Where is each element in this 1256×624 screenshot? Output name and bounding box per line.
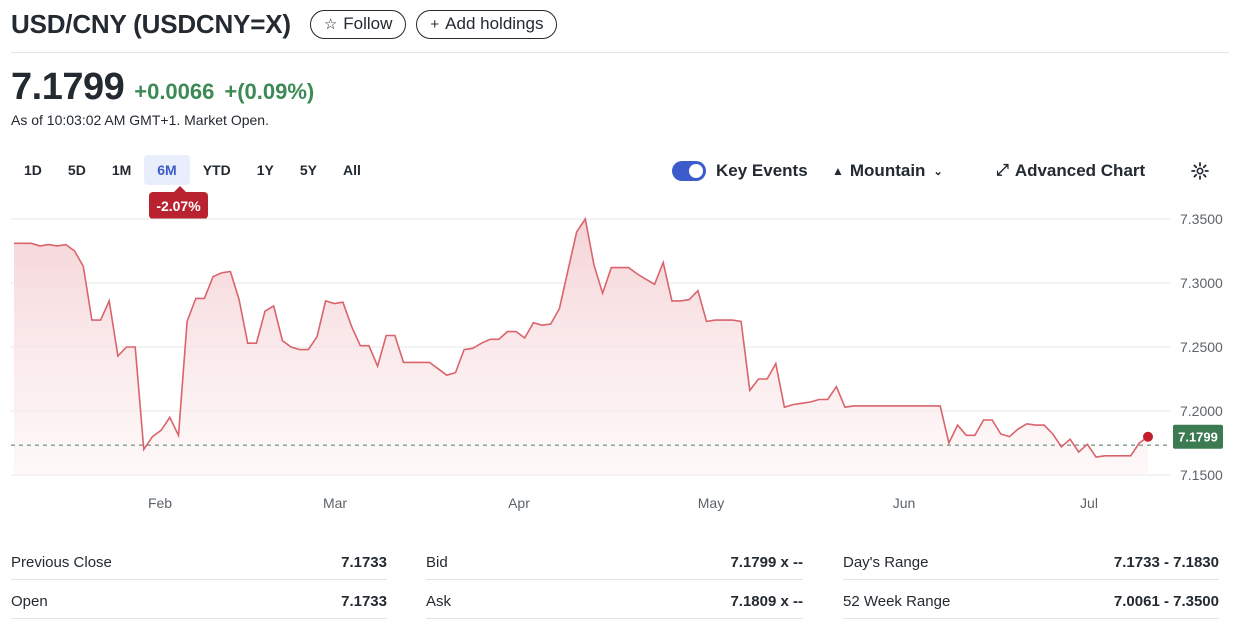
quote-summary: 7.1799 +0.0066 +(0.09%) [11, 66, 314, 109]
range-change-badge: -2.07% [149, 186, 208, 219]
price-change: +0.0066 [134, 79, 215, 104]
header-divider [11, 52, 1229, 53]
stat-days-range: Day's Range 7.1733 - 7.1830 [843, 553, 1219, 571]
add-holdings-button[interactable]: + Add holdings [416, 9, 558, 39]
stat-bid: Bid 7.1799 x -- [426, 553, 803, 571]
plus-icon: + [430, 15, 440, 33]
x-tick-label: Apr [508, 495, 530, 511]
last-price-dot [1143, 431, 1153, 442]
x-tick-label: May [698, 495, 724, 511]
range-5d[interactable]: 5D [67, 162, 86, 178]
quote-header: USD/CNY (USDCNY=X) ☆ Follow + Add holdin… [11, 6, 567, 42]
chart-type-label: Mountain [849, 161, 926, 180]
range-1d[interactable]: 1D [24, 162, 42, 178]
x-tick-label: Jun [893, 495, 916, 511]
stat-previous-close: Previous Close 7.1733 [11, 553, 387, 571]
range-selector: 1D 5D 1M 6M YTD 1Y 5Y All [11, 155, 374, 185]
current-price: 7.1799 [11, 66, 125, 108]
x-tick-label: Jul [1080, 495, 1098, 511]
expand-icon: ⤢ [996, 162, 1009, 179]
key-events-label: Key Events [716, 161, 808, 180]
follow-button[interactable]: ☆ Follow [309, 9, 407, 39]
range-all[interactable]: All [342, 162, 361, 178]
stat-52-week-range: 52 Week Range 7.0061 - 7.3500 [843, 592, 1219, 610]
chart-line [14, 216, 1149, 458]
y-tick-label: 7.2000 [1180, 403, 1223, 419]
y-tick-label: 7.2500 [1180, 339, 1223, 355]
mountain-icon: ▲ [832, 164, 844, 178]
chevron-down-icon: ⌄ [933, 165, 943, 178]
stat-ask: Ask 7.1809 x -- [426, 592, 803, 610]
star-icon: ☆ [323, 16, 338, 33]
y-tick-label: 7.3000 [1180, 275, 1223, 291]
current-price-tag: 7.1799 [1173, 424, 1223, 449]
settings-button[interactable] [1190, 156, 1210, 186]
stat-open: Open 7.1733 [11, 592, 387, 610]
market-status: As of 10:03:02 AM GMT+1. Market Open. [11, 112, 269, 128]
range-ytd[interactable]: YTD [202, 162, 231, 178]
follow-label: Follow [343, 14, 393, 33]
advanced-chart-label: Advanced Chart [1014, 161, 1146, 180]
toggle-switch[interactable] [672, 161, 706, 181]
range-1y[interactable]: 1Y [256, 162, 274, 178]
price-chart[interactable]: 7.3500 7.3000 7.2500 7.2000 7.1500 Feb Mar Apr… [0, 200, 1256, 520]
chart-type-dropdown[interactable]: ▲ Mountain ⌄ [832, 156, 943, 186]
chart-area [14, 219, 1148, 475]
range-1m[interactable]: 1M [111, 162, 132, 178]
svg-text:7.1799: 7.1799 [1178, 430, 1218, 445]
price-change-percent: +(0.09%) [224, 79, 315, 104]
range-6m[interactable]: 6M [144, 155, 190, 185]
gear-icon [1191, 162, 1209, 180]
key-events-toggle[interactable]: Key Events [672, 156, 808, 186]
range-5y[interactable]: 5Y [299, 162, 317, 178]
advanced-chart-button[interactable]: ⤢ Advanced Chart [996, 156, 1145, 186]
x-tick-label: Mar [323, 495, 347, 511]
x-tick-label: Feb [148, 495, 172, 511]
y-tick-label: 7.1500 [1180, 467, 1223, 483]
page-title: USD/CNY (USDCNY=X) [11, 8, 291, 39]
add-holdings-label: Add holdings [445, 14, 544, 33]
y-tick-label: 7.3500 [1180, 211, 1223, 227]
